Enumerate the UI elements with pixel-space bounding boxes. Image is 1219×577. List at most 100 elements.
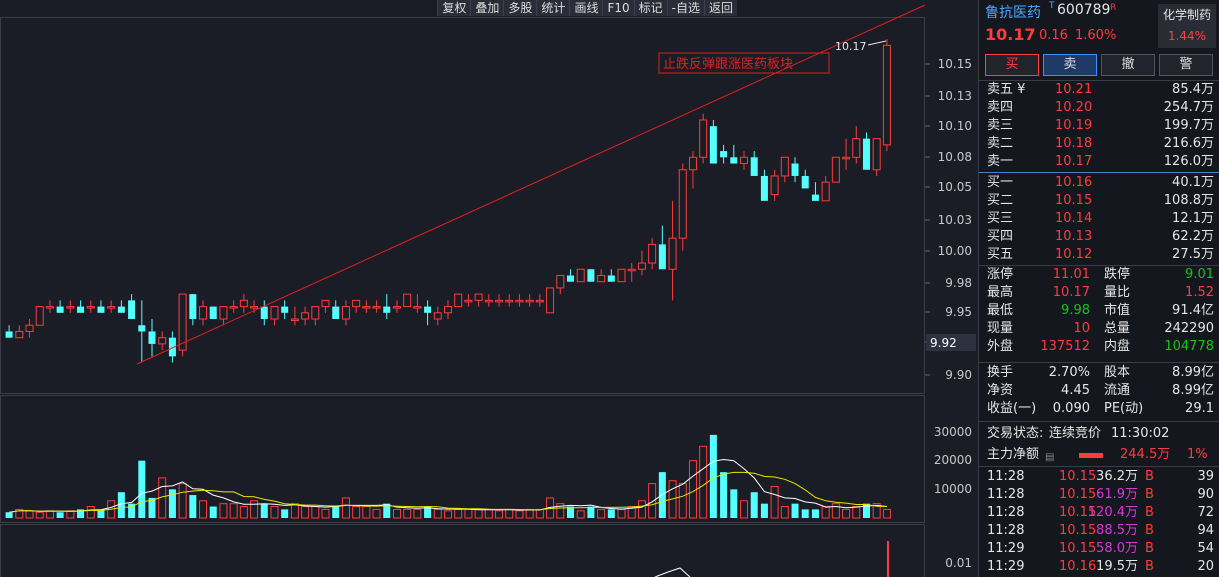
volume-bar — [740, 500, 748, 519]
bid-book: 买一 10.16 40.1万 买二 10.15 108.8万 买三 10.14 12.1万 买四 1… — [979, 174, 1219, 264]
candle-body — [607, 275, 615, 282]
ask-volume: 254.7万 — [1163, 100, 1214, 115]
tick-list[interactable]: 11:28 10.15 36.2万 B 39 11:28 10.15 61.9万 B 90 11:2… — [979, 468, 1219, 576]
candle-body — [301, 312, 310, 320]
toolbar-button-4[interactable]: 画线 — [569, 0, 603, 16]
stat-value: 91.4亿 — [1172, 303, 1214, 318]
volume-bar — [25, 510, 34, 519]
quote-row: 买五 10.12 27.5万 — [979, 246, 1219, 264]
trend-line — [136, 4, 926, 365]
trade-buttons: 买 卖 撤 警 — [985, 54, 1213, 76]
candle-body — [515, 299, 524, 303]
sector-box[interactable]: 化学制药 1.44% — [1158, 4, 1216, 48]
toolbar-button-6[interactable]: 标记 — [633, 0, 667, 16]
stat-value: 10.17 — [1052, 285, 1090, 300]
status-label: 交易状态: — [987, 426, 1044, 441]
candle-body — [107, 306, 116, 309]
volume-bar — [15, 508, 24, 519]
candle-body — [97, 306, 105, 313]
price-tick-label: 9.90 — [945, 368, 972, 382]
candle-body — [821, 181, 830, 202]
list-icon[interactable]: ▤ — [1045, 452, 1055, 463]
volume-bar — [56, 512, 64, 518]
chart-area[interactable]: 10.15 10.13 10.10 10.08 10.05 10.03 10.00 9.98 9… — [0, 0, 978, 577]
bid-label: 买五 — [987, 247, 1014, 262]
stock-name[interactable]: 鲁抗医药 — [985, 5, 1041, 21]
ask-label: 卖一 — [987, 154, 1014, 169]
tick-volume: 19.5万 — [1096, 559, 1138, 574]
tick-time: 11:29 — [987, 541, 1025, 556]
price-pane-border — [0, 17, 925, 394]
candle-body — [576, 268, 585, 283]
volume-bar — [35, 511, 44, 519]
high-pointer — [867, 40, 887, 46]
quote-row: 卖三 10.19 199.7万 — [979, 117, 1219, 135]
volume-bar — [750, 492, 758, 518]
volume-bar — [290, 503, 299, 519]
annotation-text: 止跌反弹跟涨医药板块 — [663, 56, 793, 72]
candle-body — [566, 275, 574, 282]
toolbar-button-1[interactable]: 叠加 — [470, 0, 504, 16]
bid-price: 10.14 — [1055, 211, 1093, 226]
toolbar-button-0[interactable]: 复权 — [437, 0, 471, 16]
candle-body — [872, 138, 881, 171]
candlestick-chart[interactable]: 10.15 10.13 10.10 10.08 10.05 10.03 10.00 9.98 9… — [0, 0, 978, 577]
candle-body — [15, 330, 24, 339]
r-mark: R — [1110, 3, 1117, 13]
toolbar-button-2[interactable]: 多股 — [503, 0, 537, 16]
price-tick-label: 10.00 — [938, 244, 972, 258]
tick-time: 11:28 — [987, 469, 1025, 484]
volume-bar — [495, 510, 504, 519]
sector-name: 化学制药 — [1162, 8, 1211, 22]
toolbar-button-8[interactable]: 返回 — [703, 0, 737, 16]
current-price-label: 9.92 — [930, 336, 957, 350]
bid-price: 10.16 — [1055, 175, 1093, 190]
main-flow: 主力净额 ▤ 244.5万 1% — [979, 446, 1219, 464]
toolbar-button-5[interactable]: F10 — [602, 0, 634, 16]
quote-row: 11:28 10.15 88.5万 B 94 — [979, 522, 1219, 540]
quote-row: 收益(一) 0.090 PE(动) 29.1 — [979, 400, 1219, 418]
t-mark: T — [1049, 1, 1055, 11]
candle-body — [709, 126, 717, 164]
candle-body — [546, 287, 555, 314]
fund-label: 股本 — [1104, 365, 1131, 380]
ask-label: 卖三 — [987, 118, 1014, 133]
stat-value: 1.52 — [1185, 285, 1214, 300]
volume-bar — [362, 506, 371, 519]
candle-body — [842, 156, 851, 160]
ask-price: 10.17 — [1055, 154, 1093, 169]
alert-button[interactable]: 警 — [1159, 54, 1213, 76]
annotation-box — [658, 52, 830, 74]
volume-bar — [260, 503, 268, 518]
volume-bar — [5, 512, 13, 518]
candle-body — [290, 318, 299, 322]
volume-bar — [219, 503, 228, 519]
price-tick-label: 10.13 — [938, 89, 972, 103]
quote-row: 买二 10.15 108.8万 — [979, 192, 1219, 210]
toolbar-button-3[interactable]: 统计 — [536, 0, 570, 16]
candle-body — [281, 306, 289, 313]
candle-body — [505, 299, 514, 303]
tick-volume: 61.9万 — [1096, 487, 1138, 502]
quote-row: 外盘 137512 内盘 104778 — [979, 338, 1219, 356]
main-flow-pct: 1% — [1187, 447, 1208, 462]
volume-bar — [535, 508, 544, 519]
buy-button[interactable]: 买 — [985, 54, 1039, 76]
toolbar-button-7[interactable]: -自选 — [666, 0, 704, 16]
divider — [979, 421, 1219, 422]
fundamental-block: 换手 2.70% 股本 8.99亿 净资 4.45 流通 8.99亿 收益(一) 0.090 PE(… — [979, 364, 1219, 418]
stat-value: 137512 — [1040, 339, 1090, 354]
volume-bar — [780, 506, 789, 519]
sell-button[interactable]: 卖 — [1043, 54, 1097, 76]
tick-side: B — [1145, 505, 1154, 520]
quote-row: 卖二 10.18 216.6万 — [979, 135, 1219, 153]
volume-pane-border — [0, 395, 925, 523]
volume-bar — [341, 497, 350, 519]
divider — [979, 265, 1219, 266]
cancel-button[interactable]: 撤 — [1101, 54, 1155, 76]
tick-side: B — [1145, 487, 1154, 502]
volume-bar — [45, 510, 54, 519]
candle-body — [5, 331, 13, 338]
volume-bar — [97, 509, 105, 518]
volume-bar — [352, 506, 361, 519]
